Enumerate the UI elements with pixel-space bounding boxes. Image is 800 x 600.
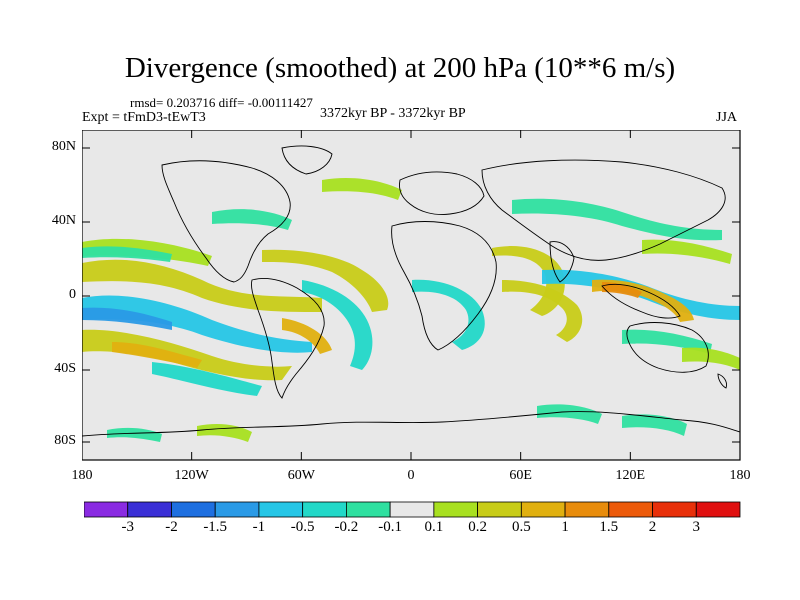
colorbar-swatch xyxy=(84,501,129,518)
experiment-label: Expt = tFmD3-tEwT3 xyxy=(82,110,206,125)
x-tick-label: 120E xyxy=(615,468,646,483)
colorbar-swatch xyxy=(433,501,479,518)
contour-afr-neg xyxy=(412,279,485,350)
y-tick-label: 40S xyxy=(54,361,76,376)
y-tick-label: 0 xyxy=(69,287,76,302)
x-tick-label: 180 xyxy=(71,468,93,483)
contour-wpac-deep xyxy=(602,282,642,298)
colorbar-label: -0.1 xyxy=(378,519,402,535)
colorbar-label: -3 xyxy=(121,519,134,535)
contour-asia-neg xyxy=(512,198,722,241)
coast-south-america xyxy=(251,277,325,399)
coast-greenland xyxy=(281,145,333,175)
contour-so-neg-2 xyxy=(537,404,602,424)
colorbar-swatch xyxy=(302,501,347,518)
coast-asia xyxy=(481,159,726,261)
colorbar-label: 0.2 xyxy=(468,519,487,535)
contour-asia-pos xyxy=(642,239,732,264)
colorbar-label: 0.1 xyxy=(424,519,444,535)
colorbar-label: 0.5 xyxy=(511,519,531,535)
x-tick-label: 60E xyxy=(509,468,532,483)
contour-io-pos xyxy=(502,280,583,342)
coast-antarctica xyxy=(82,411,741,437)
coast-maritime xyxy=(601,283,681,319)
colorbar-swatch xyxy=(564,501,610,518)
colorbar-swatch xyxy=(258,501,304,518)
contour-neg-band xyxy=(82,295,312,353)
colorbar-swatch xyxy=(477,501,522,518)
coast-north-america xyxy=(161,160,291,283)
map-title: Divergence (smoothed) at 200 hPa (10**6 … xyxy=(124,52,676,84)
colorbar-swatch xyxy=(389,501,435,518)
contour-atl-pos xyxy=(262,249,389,312)
colorbar-swatch xyxy=(171,501,216,518)
period-label: 3372kyr BP - 3372kyr BP xyxy=(320,106,466,121)
colorbar-label: 1.5 xyxy=(599,519,619,535)
contour-sam-pos xyxy=(282,318,332,354)
colorbar-swatch xyxy=(695,501,741,518)
stats-text: rmsd= 0.203716 diff= -0.00111427 xyxy=(130,95,313,110)
y-tick-label: 80S xyxy=(54,433,76,448)
contour-so-neg-1 xyxy=(107,427,162,442)
colorbar xyxy=(84,501,741,518)
colorbar-swatch xyxy=(345,501,391,518)
contour-afr-pos xyxy=(492,246,565,316)
colorbar-label: -0.2 xyxy=(334,519,359,535)
contour-neg-deep xyxy=(82,307,172,330)
coast-africa xyxy=(391,221,497,351)
x-tick-label: 60W xyxy=(287,468,315,483)
colorbar-label: -2 xyxy=(165,519,178,535)
colorbar-swatch xyxy=(608,501,653,518)
contour-natl-pos xyxy=(322,178,402,200)
contour-natl-neg xyxy=(212,209,292,230)
contour-so-pos-1 xyxy=(197,424,252,442)
contour-atl-neg xyxy=(302,280,373,370)
contour-so-neg-3 xyxy=(622,414,687,436)
colorbar-swatch xyxy=(520,501,566,518)
colorbar-label: 3 xyxy=(692,519,701,535)
colorbar-label: 2 xyxy=(648,519,657,535)
colorbar-label: 1 xyxy=(561,519,569,535)
colorbar-label: -0.5 xyxy=(290,519,315,535)
colorbar-swatch xyxy=(214,501,260,518)
divergence-contours xyxy=(82,178,740,442)
colorbar-swatch xyxy=(652,501,697,518)
y-tick-label: 40N xyxy=(51,213,76,228)
season-label: JJA xyxy=(716,110,738,125)
coast-india xyxy=(549,241,575,283)
contour-neg-north xyxy=(82,246,172,262)
colorbar-swatch xyxy=(127,501,172,518)
contour-pos-south-core xyxy=(112,342,202,368)
contour-pos-south xyxy=(82,329,292,381)
divergence-map xyxy=(82,130,741,461)
coastlines xyxy=(82,145,741,437)
coast-europe xyxy=(399,171,485,215)
x-tick-label: 180 xyxy=(729,468,751,483)
axis-ticks xyxy=(82,130,741,460)
y-tick-label: 80N xyxy=(51,139,76,154)
contour-pos-band xyxy=(82,259,322,312)
coast-australia xyxy=(626,322,709,373)
x-tick-label: 120W xyxy=(174,468,209,483)
colorbar-label: -1.5 xyxy=(203,519,228,535)
contour-spac-pos xyxy=(682,347,740,370)
colorbar-label: -1 xyxy=(252,519,266,535)
coast-nz xyxy=(717,373,727,389)
x-tick-label: 0 xyxy=(407,468,415,483)
contour-neg-south xyxy=(152,362,262,396)
